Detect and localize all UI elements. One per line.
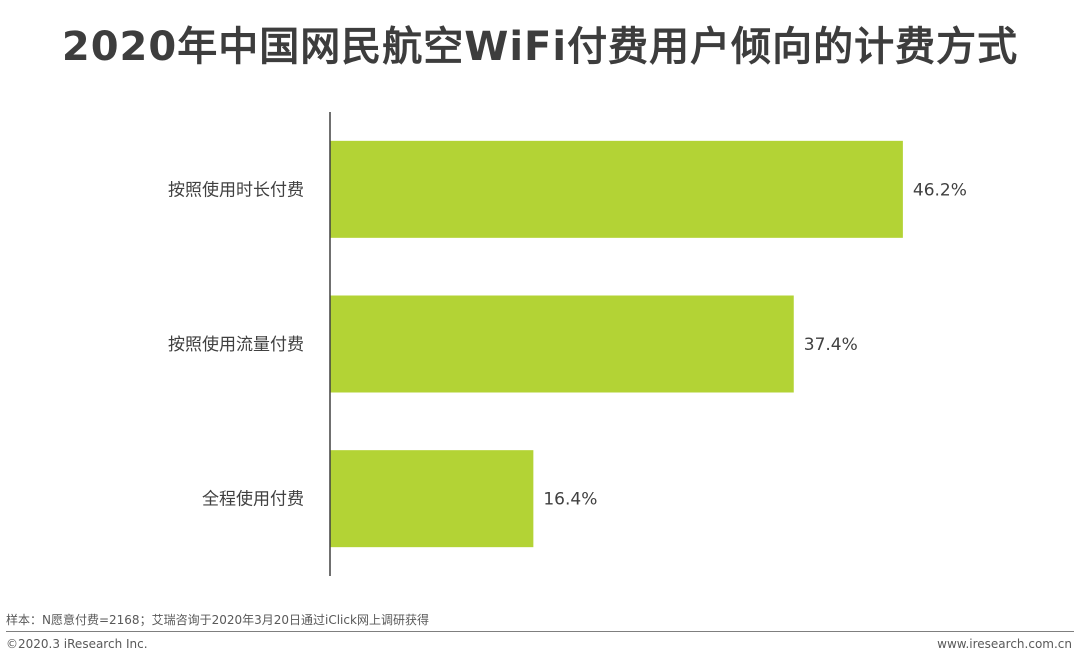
chart-title: 2020年中国网民航空WiFi付费用户倾向的计费方式 [61, 24, 1019, 70]
bar-chart: 按照使用时长付费 46.2% 按照使用流量付费 37.4% 全程使用付费 16.4% [168, 112, 967, 576]
website-link[interactable]: www.iresearch.com.cn [937, 637, 1072, 651]
category-label-1: 按照使用时长付费 [168, 179, 304, 200]
value-label-3: 16.4% [543, 490, 597, 510]
bar-1 [330, 140, 903, 238]
footer-divider [6, 631, 1074, 632]
copyright-text: ©2020.3 iResearch Inc. [6, 637, 148, 651]
category-label-2: 按照使用流量付费 [168, 334, 304, 355]
value-label-1: 46.2% [913, 180, 967, 200]
sample-note: 样本：N愿意付费=2168；艾瑞咨询于2020年3月20日通过iClick网上调… [6, 613, 429, 627]
bar-2 [330, 295, 794, 393]
category-label-3: 全程使用付费 [202, 489, 304, 510]
value-label-2: 37.4% [804, 335, 858, 355]
bar-3 [330, 450, 534, 548]
